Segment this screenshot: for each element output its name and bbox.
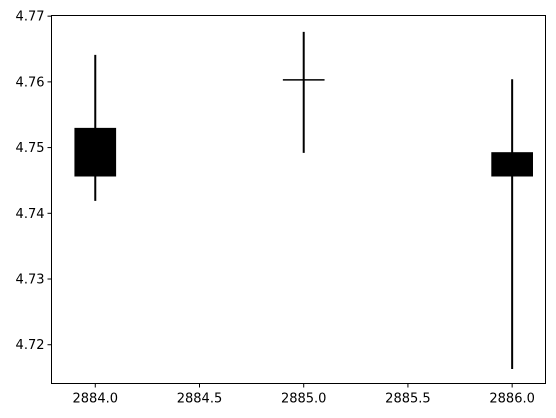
candles-layer — [74, 31, 533, 370]
candle — [491, 79, 533, 370]
x-tick-label: 2884.0 — [73, 392, 119, 407]
y-tick-label: 4.74 — [16, 207, 45, 222]
candle — [282, 31, 325, 153]
y-axis: 4.72 4.73 4.74 4.75 4.76 4.77 — [16, 10, 52, 353]
y-tick-label: 4.75 — [16, 141, 45, 156]
y-tick-label: 4.77 — [16, 10, 45, 25]
x-tick-label: 2884.5 — [177, 392, 223, 407]
candle-body — [491, 152, 533, 177]
y-tick-label: 4.73 — [16, 273, 45, 288]
x-tick-label: 2885.5 — [385, 392, 431, 407]
candle-body — [74, 127, 117, 177]
plot-area-frame — [51, 15, 546, 384]
y-tick-label: 4.76 — [16, 75, 45, 90]
y-tick-label: 4.72 — [16, 338, 45, 353]
x-axis: 2884.0 2884.5 2885.0 2885.5 2886.0 — [73, 383, 535, 407]
x-tick-label: 2886.0 — [489, 392, 535, 407]
x-tick-label: 2885.0 — [281, 392, 327, 407]
candle — [74, 54, 117, 201]
